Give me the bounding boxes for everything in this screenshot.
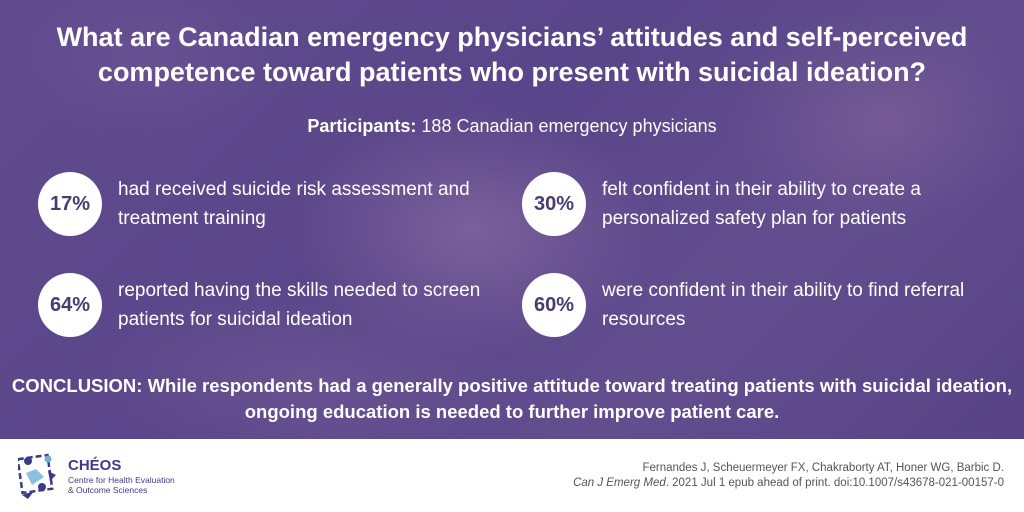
stat-text: were confident in their ability to find …	[602, 280, 965, 330]
footer: CHÉOS Centre for Health Evaluation & Out…	[0, 439, 1024, 512]
page-title: What are Canadian emergency physicians’ …	[56, 22, 968, 87]
logo-name: CHÉOS	[68, 457, 122, 474]
stat-item: 60% were confident in their ability to f…	[522, 273, 972, 337]
citation-authors: Fernandes J, Scheuermeyer FX, Chakrabort…	[642, 462, 1004, 474]
logo-text: CHÉOS Centre for Health Evaluation & Out…	[68, 457, 175, 495]
stat-percent-badge: 60%	[522, 273, 586, 337]
hero-background: What are Canadian emergency physicians’ …	[0, 0, 1024, 439]
stat-item: 64% reported having the skills needed to…	[38, 273, 488, 337]
citation-reference: Can J Emerg Med. 2021 Jul 1 epub ahead o…	[573, 476, 1004, 491]
stat-text: had received suicide risk assessment and…	[118, 179, 470, 229]
conclusion-text: CONCLUSION: While respondents had a gene…	[11, 375, 1013, 422]
citation-journal: Can J Emerg Med	[573, 477, 666, 489]
stat-percent-badge: 30%	[522, 172, 586, 236]
stat-item: 17% had received suicide risk assessment…	[38, 172, 488, 236]
stat-text: reported having the skills needed to scr…	[118, 280, 481, 330]
stat-percent-badge: 64%	[38, 273, 102, 337]
logo-subtitle-line2: & Outcome Sciences	[68, 485, 148, 495]
citation-details: . 2021 Jul 1 epub ahead of print. doi:10…	[665, 477, 1004, 489]
participants-label: Participants:	[307, 116, 417, 136]
participants-value: 188 Canadian emergency physicians	[421, 116, 717, 136]
participants-line: Participants: 188 Canadian emergency phy…	[0, 116, 1024, 137]
cheos-logo: CHÉOS Centre for Health Evaluation & Out…	[18, 451, 175, 501]
stat-item: 30% felt confident in their ability to c…	[522, 172, 972, 236]
stat-text: felt confident in their ability to creat…	[602, 179, 921, 229]
hero-overlay	[0, 0, 1024, 439]
citation: Fernandes J, Scheuermeyer FX, Chakrabort…	[573, 461, 1004, 491]
stat-percent-badge: 17%	[38, 172, 102, 236]
cheos-logo-icon	[18, 453, 56, 499]
logo-subtitle-line1: Centre for Health Evaluation	[68, 475, 175, 485]
